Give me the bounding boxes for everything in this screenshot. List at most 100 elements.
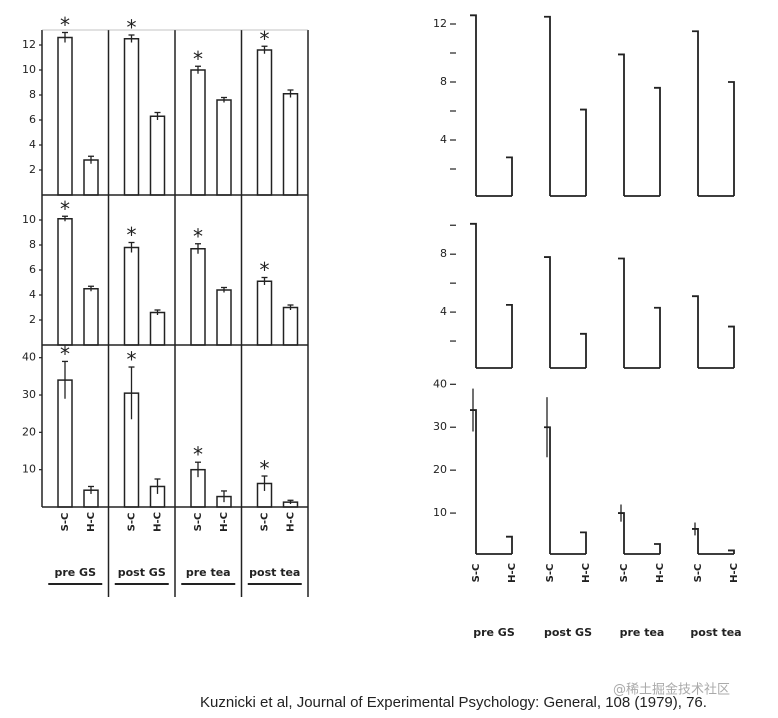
sig-marker: *	[127, 348, 137, 372]
y-tick-label: 10	[22, 463, 36, 476]
sig-marker: *	[193, 47, 203, 71]
bar-line	[580, 332, 587, 368]
watermark: @稀土掘金技术社区	[613, 682, 730, 698]
y-tick-label: 8	[29, 238, 36, 251]
bar	[123, 38, 140, 196]
bar	[216, 99, 232, 196]
bar-line	[580, 531, 587, 554]
y-tick-label: 8	[440, 75, 447, 88]
bar	[57, 218, 73, 346]
group-label: pre GS	[473, 626, 515, 639]
y-tick-label: 20	[433, 463, 447, 476]
bar	[190, 69, 206, 196]
bar-line	[654, 543, 661, 554]
x-tick-label: H-C	[655, 563, 666, 583]
bar-line	[470, 14, 477, 196]
group-label: post tea	[249, 566, 300, 579]
x-tick-label: H-C	[153, 512, 164, 532]
group-label: pre GS	[54, 566, 96, 579]
x-tick-label: H-C	[219, 512, 230, 532]
bar	[256, 280, 273, 346]
bar	[83, 159, 99, 196]
group-label: post GS	[544, 626, 592, 639]
sig-marker: *	[260, 457, 270, 481]
bar-line	[506, 303, 513, 368]
x-tick-label: S-C	[193, 513, 204, 532]
y-tick-label: 12	[22, 38, 36, 51]
bar	[282, 306, 299, 346]
bar-line	[692, 295, 699, 368]
bar-line	[728, 81, 735, 196]
caption: Kuznicki et al, Journal of Experimental …	[200, 694, 707, 711]
bar	[123, 246, 140, 346]
bar-line	[544, 426, 551, 554]
bar	[216, 289, 232, 346]
bar	[190, 248, 206, 346]
sig-marker: *	[60, 13, 70, 37]
x-tick-label: S-C	[471, 564, 482, 583]
sig-marker: *	[127, 16, 137, 40]
bar-line	[728, 549, 735, 554]
bar-line	[544, 15, 551, 196]
bar-line	[618, 257, 625, 368]
y-tick-label: 40	[433, 377, 447, 390]
x-tick-label: H-C	[729, 563, 740, 583]
x-tick-label: H-C	[507, 563, 518, 583]
sig-marker: *	[193, 443, 203, 467]
y-tick-label: 4	[29, 138, 36, 151]
y-tick-label: 4	[29, 288, 36, 301]
group-label: pre tea	[620, 626, 665, 639]
bar	[57, 36, 73, 196]
y-tick-label: 10	[22, 213, 36, 226]
bar-line	[580, 108, 587, 196]
bar-line	[618, 512, 625, 554]
bar	[256, 49, 273, 196]
y-tick-label: 2	[29, 313, 36, 326]
bar-line	[618, 53, 625, 196]
x-tick-label: S-C	[260, 513, 271, 532]
bar-line	[506, 535, 513, 554]
y-tick-label: 10	[433, 506, 447, 519]
x-tick-label: S-C	[60, 513, 71, 532]
x-tick-label: H-C	[286, 512, 297, 532]
sig-marker: *	[193, 224, 203, 248]
y-tick-label: 2	[29, 163, 36, 176]
x-tick-label: H-C	[581, 563, 592, 583]
group-label: pre tea	[186, 566, 231, 579]
bar-line	[470, 222, 477, 368]
y-tick-label: 4	[440, 133, 447, 146]
group-label: post GS	[118, 566, 166, 579]
bar-line	[470, 409, 477, 554]
sig-marker: *	[260, 27, 270, 51]
y-tick-label: 30	[22, 388, 36, 401]
sig-marker: *	[127, 223, 137, 247]
bar-line	[692, 528, 699, 554]
bar-line	[506, 156, 513, 196]
y-tick-label: 4	[440, 305, 447, 318]
bar-line	[728, 325, 735, 368]
y-tick-label: 40	[22, 351, 36, 364]
bar-line	[544, 256, 551, 368]
bar-line	[654, 306, 661, 368]
bar	[83, 288, 99, 346]
y-tick-label: 12	[433, 17, 447, 30]
x-tick-label: S-C	[127, 513, 138, 532]
group-label: post tea	[690, 626, 741, 639]
sig-marker: *	[60, 197, 70, 221]
y-tick-label: 8	[440, 247, 447, 260]
y-tick-label: 6	[29, 113, 36, 126]
y-tick-label: 8	[29, 88, 36, 101]
y-tick-label: 20	[22, 425, 36, 438]
sig-marker: *	[60, 342, 70, 366]
x-tick-label: H-C	[86, 512, 97, 532]
y-tick-label: 30	[433, 420, 447, 433]
bar-line	[692, 30, 699, 196]
bar-line	[654, 86, 661, 196]
y-tick-label: 6	[29, 263, 36, 276]
bar	[149, 311, 166, 346]
y-tick-label: 10	[22, 63, 36, 76]
bar	[57, 379, 73, 508]
bar	[282, 93, 299, 196]
bar	[149, 115, 166, 196]
